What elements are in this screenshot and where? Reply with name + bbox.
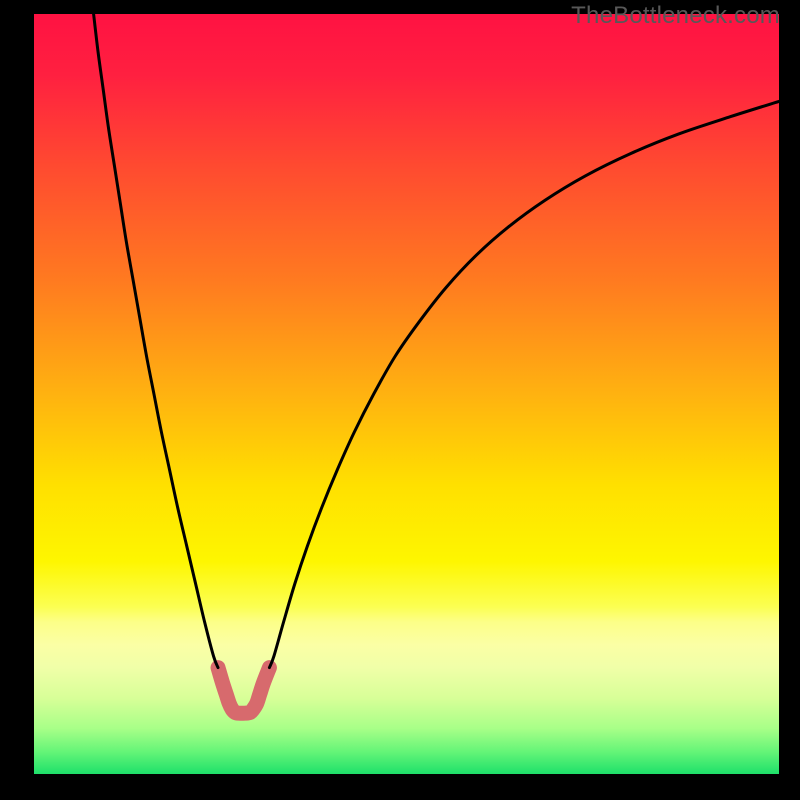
- gradient-background: [34, 14, 779, 774]
- stage: TheBottleneck.com: [0, 0, 800, 800]
- plot-svg: [34, 14, 779, 774]
- watermark-text: TheBottleneck.com: [571, 2, 780, 30]
- plot-area: [34, 14, 779, 774]
